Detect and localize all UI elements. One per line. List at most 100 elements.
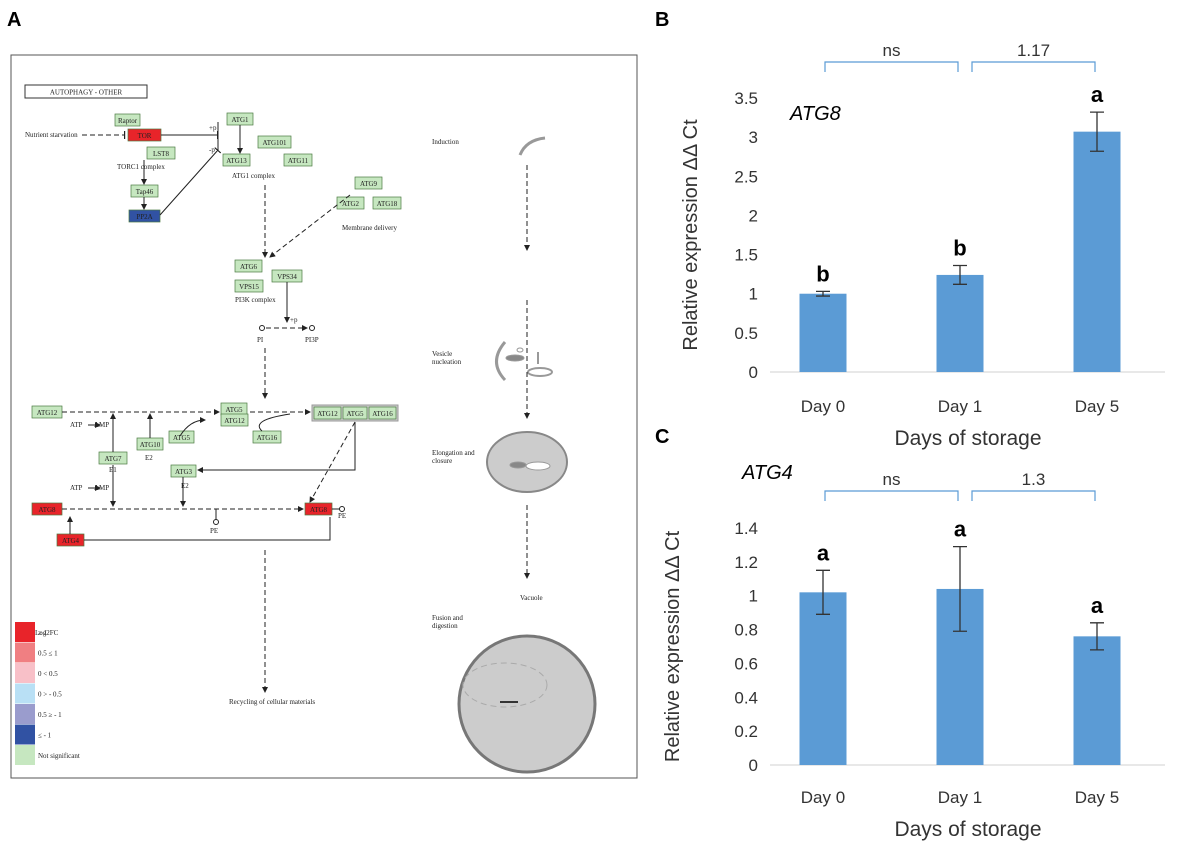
stage-label: Fusion and [432, 614, 463, 622]
gene-node [283, 153, 313, 167]
x-tick-label: Day 1 [938, 788, 982, 807]
x-tick-label: Day 0 [801, 397, 845, 416]
x-tick-label: Day 5 [1075, 788, 1119, 807]
gene-label: ATG9 [360, 180, 378, 188]
gene-label: ATG101 [262, 139, 287, 147]
metabolite [213, 519, 219, 525]
diagram-label: E2 [145, 454, 153, 462]
stage-label: Vacuole [520, 594, 543, 602]
diagram-label: ATP [70, 421, 83, 429]
gene-name: ATG8 [789, 103, 841, 125]
gene-label: ATG13 [226, 157, 247, 165]
legend-label: 0.5 ≥ - 1 [38, 711, 62, 719]
x-tick-label: Day 5 [1075, 397, 1119, 416]
bar [1073, 636, 1121, 765]
legend-label: 0 > - 0.5 [38, 691, 62, 699]
gene-label: ATG11 [288, 157, 309, 165]
y-tick-label: 3 [749, 128, 758, 147]
significance-letter: a [817, 540, 830, 565]
y-tick-label: 0.6 [734, 654, 758, 673]
gene-label: ATG16 [257, 434, 278, 442]
comparison-label: 1.17 [1017, 41, 1050, 60]
panel-label: C [655, 426, 669, 448]
gene-label: PP2A [136, 213, 152, 221]
gene-node [342, 406, 368, 420]
x-tick-label: Day 0 [801, 788, 845, 807]
gene-label: VPS34 [277, 273, 297, 281]
gene-label: ATG10 [140, 441, 161, 449]
stage-label: closure [432, 457, 452, 465]
diagram-label: PI3K complex [235, 296, 276, 304]
comparison-bracket [824, 61, 959, 72]
y-tick-label: 2 [749, 206, 758, 225]
y-tick-label: 0.8 [734, 621, 758, 640]
diagram-title: AUTOPHAGY - OTHER [50, 89, 123, 97]
bar [799, 293, 847, 372]
stage-label: Vesicle [432, 350, 452, 358]
y-tick-label: 0 [749, 363, 758, 382]
y-tick-label: 0.2 [734, 722, 758, 741]
error-bar [1090, 622, 1104, 651]
diagram-label: Nutrient starvation [25, 131, 78, 139]
gene-label: ATG12 [224, 417, 245, 425]
comparison-label: 1.3 [1022, 470, 1046, 489]
diagram-label: PE [210, 527, 218, 535]
gene-label: ATG5 [225, 406, 243, 414]
significance-letter: a [954, 517, 967, 542]
panel-label: A [7, 9, 21, 31]
error-bar [816, 569, 830, 615]
stage-label: Elongation and [432, 449, 475, 457]
diagram-label: +p [209, 124, 217, 132]
y-tick-label: 1.5 [734, 246, 758, 265]
comparison-bracket [971, 490, 1096, 501]
legend-label: 0.5 ≤ 1 [38, 650, 58, 658]
gene-label: ATG8 [38, 506, 56, 514]
gene-label: LST8 [153, 150, 169, 158]
gene-node [252, 430, 282, 444]
diagram-label: Membrane delivery [342, 224, 398, 232]
pathway-arrow [197, 422, 356, 473]
legend-swatch [15, 745, 35, 765]
y-tick-label: 0 [749, 756, 758, 775]
gene-label: ATG3 [175, 468, 193, 476]
pathway-arrow [258, 413, 291, 432]
y-tick-label: 3.5 [734, 89, 758, 108]
stage-label: Induction [432, 138, 459, 146]
pathway-arrow [84, 517, 331, 541]
metabolite [339, 506, 345, 512]
gene-label: Raptor [118, 117, 138, 125]
gene-node [354, 176, 383, 190]
gene-label: ATG6 [240, 263, 258, 271]
panel-label: B [655, 9, 669, 31]
diagram-label: AMP [94, 421, 109, 429]
pathway-arrow [269, 194, 351, 258]
comparison-bracket [971, 61, 1096, 72]
x-axis-title: Days of storage [894, 818, 1041, 841]
y-tick-label: 1.4 [734, 519, 758, 538]
y-tick-label: 1 [749, 587, 758, 606]
diagram-label: TORC1 complex [117, 163, 165, 171]
y-tick-label: 0.5 [734, 324, 758, 343]
stage-label: nucleation [432, 358, 462, 366]
gene-label: ATG1 [231, 116, 249, 124]
comparison-label: ns [883, 470, 901, 489]
gene-node [368, 406, 397, 420]
comparison-bracket [824, 490, 959, 501]
diagram-title-box [24, 84, 148, 99]
diagram-label: ATG1 complex [232, 172, 275, 180]
gene-node [220, 413, 249, 427]
gene-label: ATG5 [173, 434, 191, 442]
legend-label: ≥ 1 [38, 629, 48, 637]
error-bar [1090, 111, 1104, 152]
diagram-label: AMP [94, 484, 109, 492]
bar [936, 274, 984, 372]
diagram-label: E2 [181, 482, 189, 490]
legend-label: Not significant [38, 752, 80, 760]
legend-swatch [15, 724, 35, 745]
pathway-arrow [309, 421, 356, 503]
legend-swatch [15, 683, 35, 704]
diagram-label: ATP [70, 484, 83, 492]
y-tick-label: 0.4 [734, 688, 758, 707]
gene-node [234, 279, 264, 293]
